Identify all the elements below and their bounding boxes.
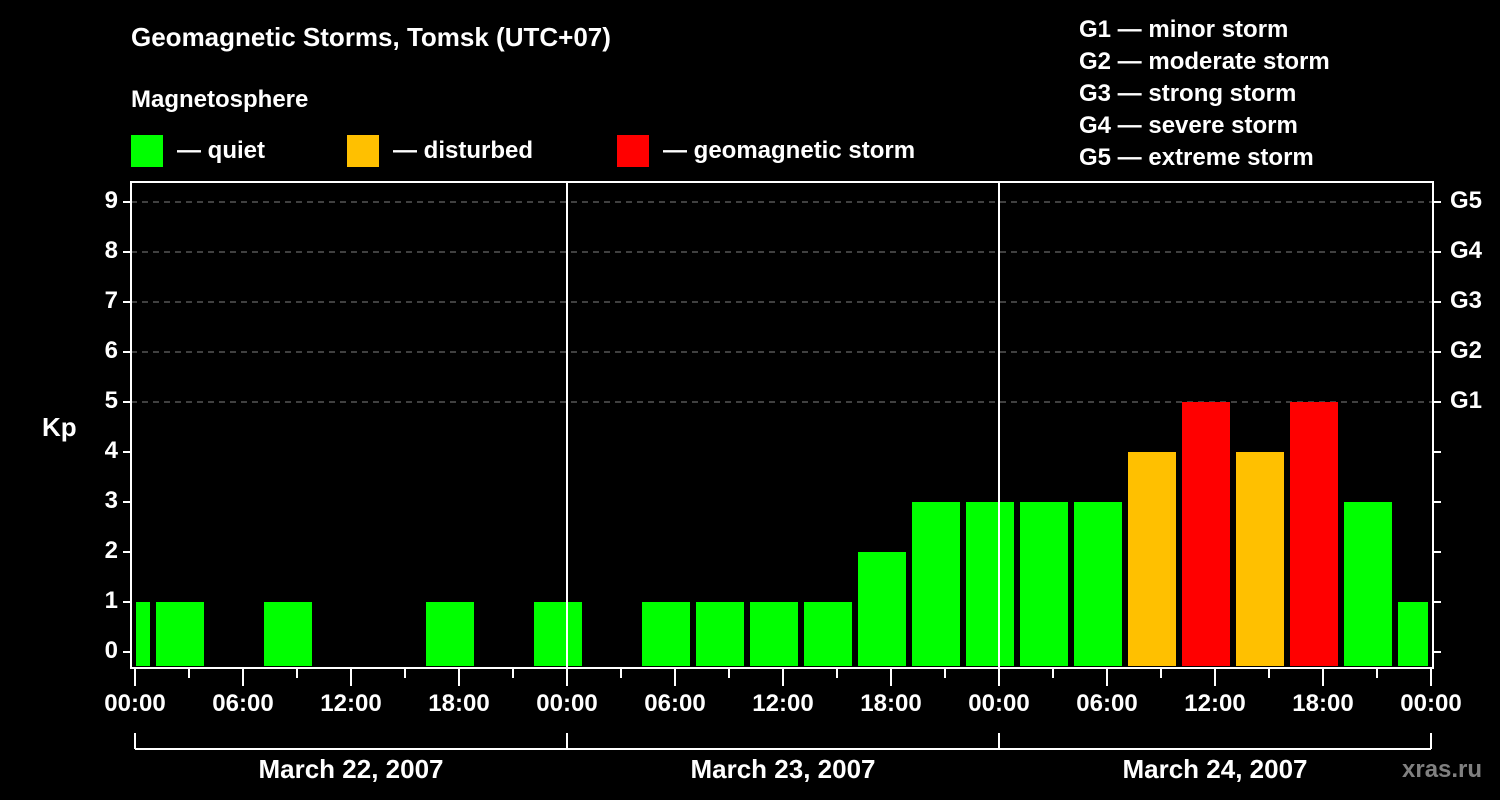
x-tick-label: 12:00	[320, 690, 382, 717]
y-tick-label: 9	[104, 187, 118, 214]
kp-bar	[136, 602, 150, 666]
g5-legend: G5 — extreme storm	[1079, 144, 1314, 171]
y-tick-label: 0	[104, 637, 118, 664]
disturbed-swatch-icon	[347, 135, 379, 167]
kp-bar	[750, 602, 798, 666]
y-tick-label: 7	[104, 287, 118, 314]
storm-swatch-icon	[617, 135, 649, 167]
date-label-1: March 22, 2007	[258, 754, 444, 784]
chart-title: Geomagnetic Storms, Tomsk (UTC+07)	[131, 22, 611, 52]
legend-storm-label: — geomagnetic storm	[663, 137, 916, 164]
kp-bar	[858, 552, 906, 666]
y-tick-label: 2	[104, 537, 118, 564]
legend-quiet-label: — quiet	[177, 137, 265, 164]
kp-bar	[696, 602, 744, 666]
watermark: xras.ru	[1402, 756, 1483, 783]
legend-storm: — geomagnetic storm	[617, 135, 915, 167]
date-label-3: March 24, 2007	[1122, 754, 1308, 784]
kp-bar	[966, 502, 1014, 666]
kp-bar	[156, 602, 204, 666]
g-tick-label: G3	[1450, 287, 1483, 314]
y-tick-label: 4	[104, 437, 118, 464]
kp-bar	[1074, 502, 1122, 666]
g4-legend: G4 — severe storm	[1079, 112, 1298, 139]
kp-bar	[1128, 452, 1176, 666]
legend-quiet: — quiet	[131, 135, 265, 167]
kp-bar	[1182, 402, 1230, 666]
date-label-2: March 23, 2007	[690, 754, 876, 784]
quiet-swatch-icon	[131, 135, 163, 167]
g-tick-label: G5	[1450, 187, 1483, 214]
g3-legend: G3 — strong storm	[1079, 80, 1297, 107]
kp-bar	[534, 602, 582, 666]
x-tick-label: 12:00	[1184, 690, 1246, 717]
kp-bar	[1236, 452, 1284, 666]
kp-bar	[1398, 602, 1428, 666]
y-tick-label: 3	[104, 487, 118, 514]
y-tick-label: 5	[104, 387, 118, 414]
legend-disturbed-label: — disturbed	[393, 137, 534, 164]
x-tick-label: 00:00	[104, 690, 166, 717]
x-tick-label: 06:00	[212, 690, 274, 717]
g1-legend: G1 — minor storm	[1079, 16, 1289, 43]
y-tick-label: 1	[104, 587, 118, 614]
g2-legend: G2 — moderate storm	[1079, 48, 1330, 75]
kp-bar	[1020, 502, 1068, 666]
x-tick-label: 18:00	[428, 690, 490, 717]
kp-bar	[426, 602, 474, 666]
y-tick-label: 6	[104, 337, 118, 364]
kp-bar	[804, 602, 852, 666]
g-scale-legend: G1 — minor storm G2 — moderate storm G3 …	[1079, 14, 1330, 174]
kp-bar	[1290, 402, 1338, 666]
kp-bar	[264, 602, 312, 666]
y-tick-label: 8	[104, 237, 118, 264]
kp-bar	[642, 602, 690, 666]
g-tick-label: G4	[1450, 237, 1483, 264]
x-tick-label: 06:00	[1076, 690, 1138, 717]
x-tick-label: 00:00	[968, 690, 1030, 717]
y-axis-label: Kp	[42, 412, 77, 442]
x-tick-label: 00:00	[536, 690, 598, 717]
g-tick-label: G1	[1450, 387, 1483, 414]
chart-subtitle: Magnetosphere	[131, 86, 309, 113]
g-tick-label: G2	[1450, 337, 1483, 364]
x-tick-label: 12:00	[752, 690, 814, 717]
x-tick-label: 06:00	[644, 690, 706, 717]
gridlines	[131, 201, 1433, 403]
bars	[136, 402, 1428, 666]
x-tick-label: 18:00	[860, 690, 922, 717]
kp-bar	[912, 502, 960, 666]
x-tick-label: 00:00	[1400, 690, 1462, 717]
legend-disturbed: — disturbed	[347, 135, 533, 167]
kp-bar	[1344, 502, 1392, 666]
axes	[123, 181, 1441, 750]
x-tick-label: 18:00	[1292, 690, 1354, 717]
